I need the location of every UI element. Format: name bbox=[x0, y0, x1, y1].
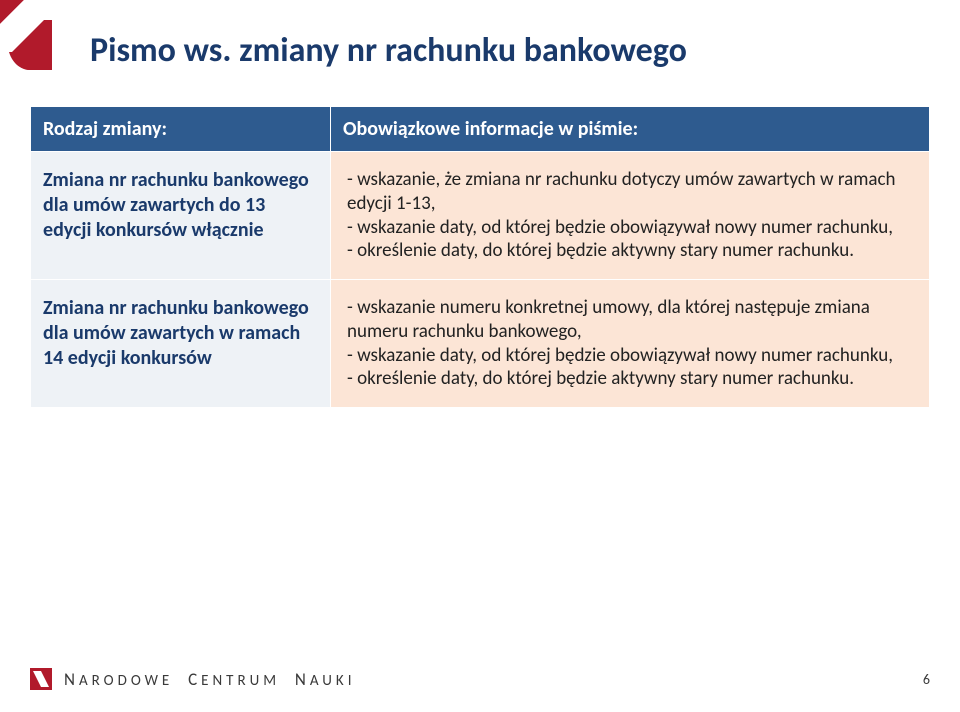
col-header-type: Rodzaj zmiany: bbox=[31, 107, 331, 152]
brand-word: ARODOWE bbox=[79, 672, 173, 690]
page-number: 6 bbox=[923, 671, 930, 688]
col-header-info: Obowiązkowe informacje w piśmie: bbox=[331, 107, 930, 152]
change-table: Rodzaj zmiany: Obowiązkowe informacje w … bbox=[30, 106, 930, 408]
footer-brand-wrap: NARODOWE CENTRUM NAUKI bbox=[30, 668, 356, 690]
change-info-cell: - wskazanie, że zmiana nr rachunku dotyc… bbox=[331, 152, 930, 280]
slide-title: Pismo ws. zmiany nr rachunku bankowego bbox=[90, 30, 687, 71]
footer-brand: NARODOWE CENTRUM NAUKI bbox=[64, 669, 356, 690]
table-row: Zmiana nr rachunku bankowego dla umów za… bbox=[31, 280, 930, 408]
change-type-cell: Zmiana nr rachunku bankowego dla umów za… bbox=[31, 280, 331, 408]
brand-letter: N bbox=[64, 669, 79, 690]
ncn-logo-top bbox=[0, 0, 52, 94]
brand-word: AUKI bbox=[310, 672, 356, 690]
change-type-cell: Zmiana nr rachunku bankowego dla umów za… bbox=[31, 152, 331, 280]
ncn-logo-small bbox=[30, 668, 52, 690]
change-info-cell: - wskazanie numeru konkretnej umowy, dla… bbox=[331, 280, 930, 408]
brand-word: ENTRUM bbox=[201, 672, 280, 690]
table-row: Zmiana nr rachunku bankowego dla umów za… bbox=[31, 152, 930, 280]
brand-letter: N bbox=[295, 669, 310, 690]
footer: NARODOWE CENTRUM NAUKI 6 bbox=[30, 668, 930, 690]
brand-letter: C bbox=[188, 669, 201, 690]
